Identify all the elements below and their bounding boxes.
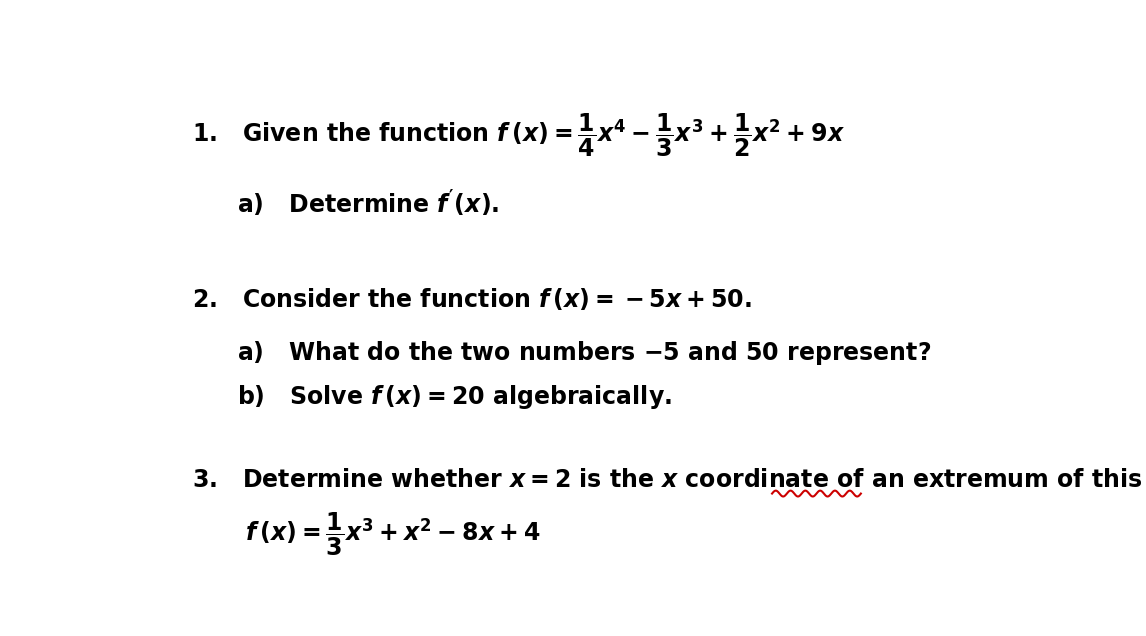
Text: 1.   Given the function $f\,(x) = \dfrac{1}{4}x^4 - \dfrac{1}{3}x^3 + \dfrac{1}{: 1. Given the function $f\,(x) = \dfrac{1…	[193, 111, 845, 159]
Text: 2.   Consider the function $f\,(x) = -5x + 50.$: 2. Consider the function $f\,(x) = -5x +…	[193, 286, 752, 312]
Text: b)   Solve $f\,(x) = 20$ algebraically.: b) Solve $f\,(x) = 20$ algebraically.	[236, 383, 672, 411]
Text: $f\,(x) = \dfrac{1}{3}x^3 + x^2 - 8x + 4$: $f\,(x) = \dfrac{1}{3}x^3 + x^2 - 8x + 4…	[245, 511, 541, 558]
Text: 3.   Determine whether $x = 2$ is the $x$ coordinate of an extremum of this func: 3. Determine whether $x = 2$ is the $x$ …	[193, 468, 1146, 492]
Text: a)   What do the two numbers $-5$ and $50$ represent?: a) What do the two numbers $-5$ and $50$…	[236, 339, 931, 367]
Text: a)   Determine $f'(x)$.: a) Determine $f'(x)$.	[236, 188, 499, 219]
